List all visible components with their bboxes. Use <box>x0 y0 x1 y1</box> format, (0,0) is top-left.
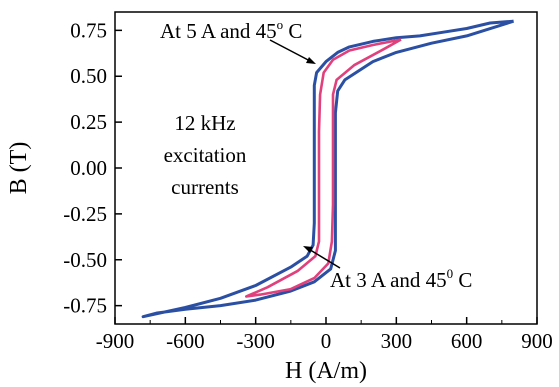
annotation-frequency-line1: 12 kHz <box>174 111 235 135</box>
y-tick-label: 0.25 <box>70 110 107 134</box>
arrow-3a-head <box>303 246 313 253</box>
annotation-5a: At 5 A and 45o C <box>160 17 302 43</box>
series-5a-loop <box>141 19 515 319</box>
axis-ticks: -900 -600 -300 0 300 600 900 -0.75 -0.50 -0.25 0.0… <box>63 18 553 353</box>
series-group <box>141 19 515 319</box>
x-axis-label: H (A/m) <box>285 358 367 384</box>
y-tick-label: 0.75 <box>70 18 107 42</box>
y-tick-label: -0.25 <box>63 202 107 226</box>
x-tick-label: 300 <box>381 329 413 353</box>
x-tick-label: 600 <box>451 329 483 353</box>
arrow-5a <box>269 39 313 63</box>
arrow-3a <box>306 247 341 269</box>
y-tick-label: -0.75 <box>63 294 107 318</box>
x-tick-label: -900 <box>96 329 135 353</box>
y-axis-label: B (T) <box>6 142 32 195</box>
annotation-3a: At 3 A and 450 C <box>330 266 472 292</box>
y-tick-label: 0.50 <box>70 64 107 88</box>
annotation-frequency-line2: excitation <box>164 143 247 167</box>
x-tick-label: -300 <box>236 329 275 353</box>
annotation-frequency-line3: currents <box>171 175 239 199</box>
series-3a-loop <box>245 38 402 298</box>
y-tick-label: 0.00 <box>70 156 107 180</box>
arrow-5a-head <box>306 57 316 64</box>
plot-frame <box>114 11 538 325</box>
x-tick-label: 0 <box>321 329 332 353</box>
x-tick-label: -600 <box>166 329 205 353</box>
x-tick-label: 900 <box>521 329 553 353</box>
y-tick-label: -0.50 <box>63 248 107 272</box>
